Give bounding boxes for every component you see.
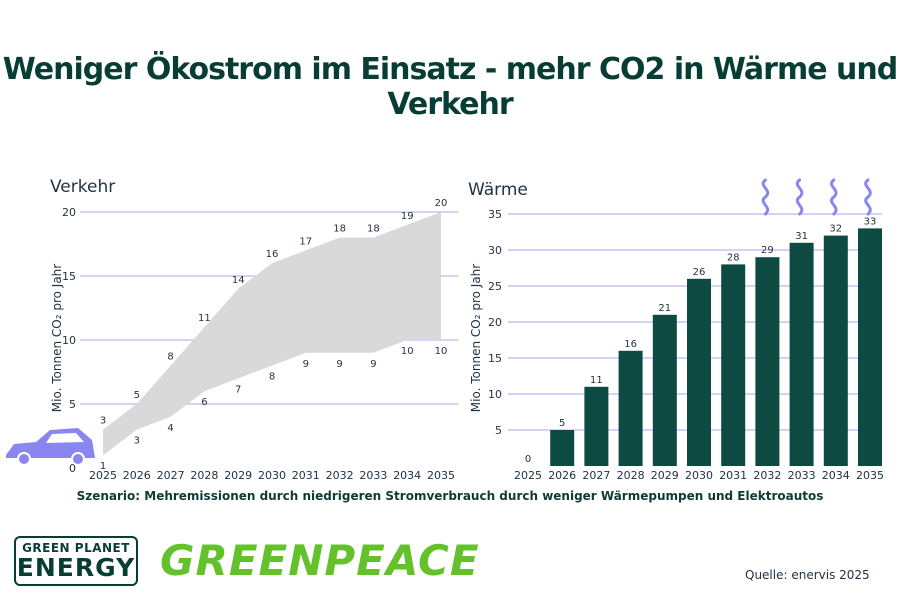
verkehr-x-tick-label: 2027 <box>157 469 185 482</box>
waerme-chart-title: Wärme <box>468 180 528 200</box>
waerme-y-tick-label: 35 <box>488 208 502 221</box>
waerme-value-label: 5 <box>559 418 565 429</box>
waerme-y-tick-label: 20 <box>488 316 502 329</box>
verkehr-x-tick-label: 2033 <box>359 469 387 482</box>
verkehr-y-tick-label: 20 <box>62 206 76 219</box>
waerme-bar <box>618 350 643 466</box>
verkehr-y-tick-label: 0 <box>69 462 76 475</box>
verkehr-upper-value-label: 19 <box>401 211 414 222</box>
verkehr-y-tick-label: 15 <box>62 270 76 283</box>
waerme-bar <box>823 235 848 466</box>
waerme-bar <box>652 314 677 466</box>
verkehr-x-tick-label: 2032 <box>326 469 354 482</box>
verkehr-x-tick-label: 2035 <box>427 469 455 482</box>
waerme-y-tick-label: 25 <box>488 280 502 293</box>
waerme-y-tick-label: 5 <box>495 424 502 437</box>
verkehr-y-tick-label: 10 <box>62 334 76 347</box>
page-title: Weniger Ökostrom im Einsatz - mehr CO2 i… <box>2 52 898 122</box>
verkehr-chart-title: Verkehr <box>50 177 116 197</box>
waerme-bar <box>858 228 882 466</box>
waerme-value-label: 0 <box>525 454 531 465</box>
verkehr-x-tick-label: 2026 <box>123 469 151 482</box>
verkehr-lower-value-label: 9 <box>370 359 376 370</box>
waerme-y-tick-label: 30 <box>488 244 502 257</box>
verkehr-x-tick-label: 2034 <box>393 469 421 482</box>
waerme-value-label: 29 <box>761 245 774 256</box>
car-icon <box>6 428 95 466</box>
verkehr-x-tick-label: 2029 <box>224 469 252 482</box>
verkehr-lower-value-label: 10 <box>435 346 448 357</box>
waerme-value-label: 31 <box>795 231 808 242</box>
waerme-x-tick-label: 2031 <box>719 469 747 482</box>
green-planet-energy-logo: GREEN PLANET ENERGY <box>14 536 138 586</box>
green-planet-logo-line2: ENERGY <box>16 553 136 582</box>
waerme-y-axis-title: Mio. Tonnen CO₂ pro Jahr <box>469 264 483 412</box>
verkehr-y-axis-title: Mio. Tonnen CO₂ pro Jahr <box>50 264 64 412</box>
waerme-x-tick-label: 2030 <box>685 469 713 482</box>
verkehr-upper-value-label: 17 <box>299 236 312 247</box>
waerme-value-label: 33 <box>864 216 877 227</box>
verkehr-lower-value-label: 6 <box>201 397 207 408</box>
waerme-y-tick-label: 10 <box>488 388 502 401</box>
source-note: Quelle: enervis 2025 <box>745 568 870 582</box>
verkehr-lower-value-label: 3 <box>134 436 140 447</box>
verkehr-upper-value-label: 11 <box>198 313 211 324</box>
verkehr-x-tick-label: 2030 <box>258 469 286 482</box>
verkehr-x-tick-label: 2031 <box>292 469 320 482</box>
verkehr-upper-value-label: 3 <box>100 416 106 427</box>
verkehr-upper-value-label: 5 <box>134 390 140 401</box>
waerme-x-tick-label: 2028 <box>617 469 645 482</box>
waerme-bar <box>550 430 575 466</box>
verkehr-x-tick-label: 2025 <box>89 469 117 482</box>
verkehr-lower-value-label: 10 <box>401 346 414 357</box>
verkehr-upper-value-label: 18 <box>333 224 346 235</box>
waerme-bar <box>721 264 746 466</box>
waerme-value-label: 28 <box>727 252 740 263</box>
waerme-bar <box>789 242 814 466</box>
waerme-bar <box>687 278 711 466</box>
waerme-bar <box>755 257 780 466</box>
verkehr-lower-value-label: 9 <box>303 359 309 370</box>
verkehr-x-tick-label: 2028 <box>190 469 218 482</box>
waerme-x-tick-label: 2032 <box>753 469 781 482</box>
waerme-value-label: 11 <box>590 375 603 386</box>
waerme-x-tick-label: 2034 <box>822 469 850 482</box>
verkehr-lower-value-label: 4 <box>167 423 173 434</box>
heat-wave-icon <box>795 178 804 216</box>
verkehr-upper-value-label: 8 <box>167 352 173 363</box>
waerme-value-label: 32 <box>829 224 842 235</box>
waerme-y-tick-label: 15 <box>488 352 502 365</box>
verkehr-lower-value-label: 7 <box>235 384 241 395</box>
verkehr-y-tick-label: 5 <box>69 398 76 411</box>
verkehr-lower-value-label: 1 <box>100 461 106 472</box>
verkehr-upper-value-label: 14 <box>232 275 245 286</box>
waerme-x-tick-label: 2025 <box>514 469 542 482</box>
waerme-x-tick-label: 2026 <box>548 469 576 482</box>
scenario-note: Szenario: Mehremissionen durch niedriger… <box>76 489 824 503</box>
heat-wave-icon <box>761 178 770 216</box>
verkehr-upper-value-label: 20 <box>435 198 448 209</box>
verkehr-upper-value-label: 18 <box>367 224 380 235</box>
verkehr-range-area <box>103 212 441 456</box>
waerme-x-tick-label: 2033 <box>788 469 816 482</box>
waerme-value-label: 16 <box>624 339 637 350</box>
waerme-x-tick-label: 2029 <box>651 469 679 482</box>
waerme-value-label: 21 <box>658 303 671 314</box>
greenpeace-logo: GREENPEACE <box>160 536 480 585</box>
heat-wave-icon <box>830 178 838 216</box>
waerme-x-tick-label: 2035 <box>856 469 884 482</box>
green-planet-logo-line1: GREEN PLANET <box>22 541 130 555</box>
verkehr-upper-value-label: 16 <box>266 249 279 260</box>
waerme-bar <box>584 386 609 466</box>
heat-wave-icon <box>864 178 872 216</box>
verkehr-lower-value-label: 8 <box>269 372 275 383</box>
waerme-value-label: 26 <box>693 267 706 278</box>
verkehr-lower-value-label: 9 <box>336 359 342 370</box>
waerme-x-tick-label: 2027 <box>582 469 610 482</box>
